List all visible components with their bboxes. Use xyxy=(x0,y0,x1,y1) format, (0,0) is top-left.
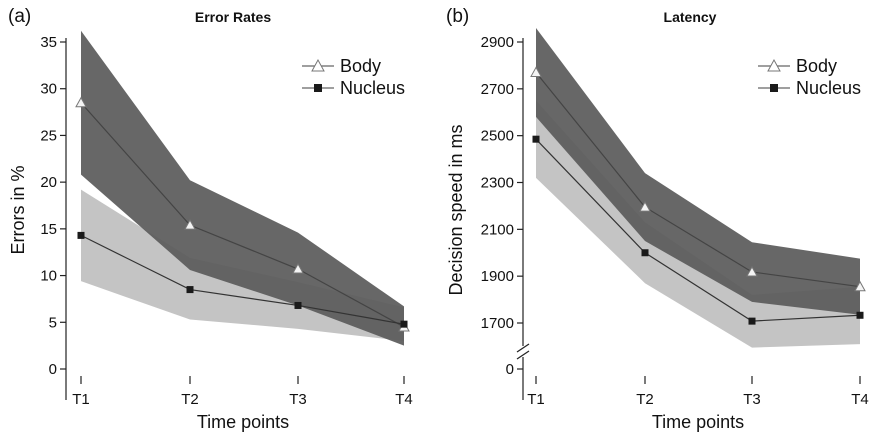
data-point-body xyxy=(292,263,304,274)
x-tick-label: T1 xyxy=(527,391,545,408)
y-tick-label: 2300 xyxy=(481,175,514,192)
legend-marker-body xyxy=(311,58,325,72)
y-tick-label: 15 xyxy=(40,221,57,238)
legend-marker-nucleus xyxy=(314,84,322,92)
data-point-nucleus xyxy=(748,317,756,325)
series-line-body xyxy=(80,102,405,328)
data-point-body xyxy=(184,219,196,230)
data-point-body xyxy=(746,265,758,277)
confidence-band-body xyxy=(81,30,404,346)
y-tick-label: 20 xyxy=(40,174,57,191)
x-axis-label: Time points xyxy=(197,412,289,432)
x-tick-label: T2 xyxy=(636,391,654,408)
legend-label-nucleus: Nucleus xyxy=(796,78,861,98)
y-tick-label: 2100 xyxy=(481,221,514,238)
y-axis-label: Errors in % xyxy=(8,165,28,254)
x-axis-label: Time points xyxy=(652,412,744,432)
data-point-nucleus xyxy=(856,311,864,319)
y-tick-label: 1700 xyxy=(481,315,514,332)
series-line-body xyxy=(535,72,861,288)
y-tick-label: 30 xyxy=(40,81,57,98)
chart-panel-1: (a) Error Rates 0 5 10 15 20 25 30 35 T1 T2 T3 T4 Time… xyxy=(8,6,413,432)
y-tick-label: 2500 xyxy=(481,128,514,145)
data-point-nucleus xyxy=(641,249,649,257)
data-point-body xyxy=(854,280,866,292)
y-tick-label: 0 xyxy=(49,361,57,378)
x-tick-label: T1 xyxy=(72,391,90,408)
data-point-body xyxy=(75,96,87,108)
data-point-body xyxy=(530,66,542,77)
legend-marker-nucleus xyxy=(770,84,778,92)
y-tick-label: 10 xyxy=(40,268,57,285)
y-tick-label: 25 xyxy=(40,127,57,144)
y-tick-label: 35 xyxy=(40,34,57,51)
x-tick-label: T2 xyxy=(181,391,199,408)
x-tick-label: T4 xyxy=(851,391,869,408)
panel-label: (a) xyxy=(8,6,31,27)
data-point-body xyxy=(639,201,651,212)
series-line-nucleus xyxy=(535,138,861,322)
chart-panel-2: (b) Latency17001900210023002500270029000T… xyxy=(446,6,869,432)
confidence-band-body xyxy=(536,27,860,315)
data-point-nucleus xyxy=(532,135,540,143)
x-tick-label: T3 xyxy=(743,391,761,408)
y-axis-label: Decision speed in ms xyxy=(446,124,466,295)
axis-break-mark xyxy=(516,350,530,360)
confidence-band-nucleus xyxy=(536,100,860,348)
x-tick-label: T3 xyxy=(289,391,307,408)
legend-label-nucleus: Nucleus xyxy=(340,78,405,98)
panel-label: (b) xyxy=(446,6,469,27)
legend-marker-body xyxy=(767,58,781,72)
data-point-nucleus xyxy=(186,286,194,294)
data-point-nucleus xyxy=(400,320,408,328)
y-tick-label: 0 xyxy=(506,361,514,378)
legend-label-body: Body xyxy=(796,56,837,76)
data-point-nucleus xyxy=(294,301,302,309)
series-line-nucleus xyxy=(80,234,405,325)
y-tick-label: 5 xyxy=(49,314,57,331)
legend-label-body: Body xyxy=(340,56,381,76)
x-tick-label: T4 xyxy=(395,391,413,408)
chart-title: Latency xyxy=(664,9,717,25)
y-tick-label: 2900 xyxy=(481,34,514,51)
axis-break-mark xyxy=(516,343,530,353)
data-point-nucleus xyxy=(77,231,85,239)
chart-title: Error Rates xyxy=(195,9,271,25)
y-tick-label: 2700 xyxy=(481,81,514,98)
y-tick-label: 1900 xyxy=(481,268,514,285)
